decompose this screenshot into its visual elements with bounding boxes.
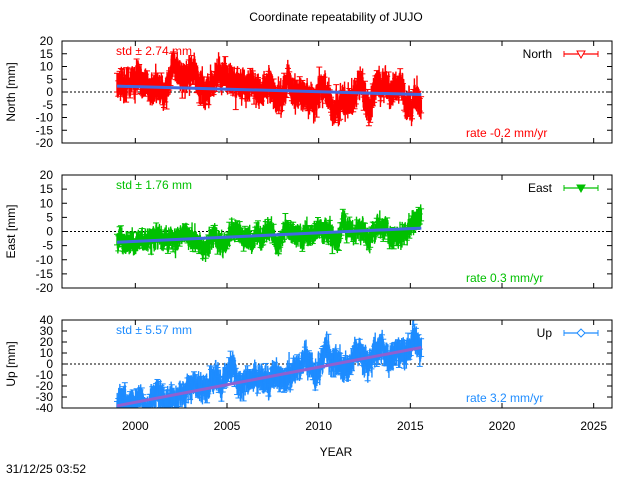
chart-title: Coordinate repeatability of JUJO (249, 10, 422, 24)
legend-label: North (523, 47, 552, 61)
x-tick-label: 2025 (580, 419, 607, 433)
legend-label: East (528, 181, 553, 195)
legend: East (528, 181, 598, 195)
y-tick-label: -15 (36, 267, 54, 281)
legend: North (523, 47, 598, 61)
std-label: std ± 1.76 mm (116, 178, 192, 192)
y-tick-label: 0 (46, 225, 53, 239)
y-axis-label: East [mm] (4, 204, 18, 258)
y-tick-label: 5 (46, 210, 53, 224)
data-points (114, 204, 424, 262)
y-tick-label: 15 (40, 182, 54, 196)
x-axis-label: YEAR (320, 445, 353, 459)
y-axis-label: North [mm] (4, 62, 18, 121)
rate-label: rate 0.3 mm/yr (466, 271, 543, 285)
y-tick-label: 10 (40, 196, 54, 210)
timestamp: 31/12/25 03:52 (6, 462, 86, 476)
y-tick-label: -20 (36, 136, 54, 150)
y-tick-label: -20 (36, 281, 54, 295)
std-label: std ± 2.74 mm (116, 44, 192, 58)
x-tick-label: 2005 (214, 419, 241, 433)
y-axis-label: Up [mm] (4, 341, 18, 386)
y-tick-label: -10 (36, 253, 54, 267)
x-tick-label: 2010 (305, 419, 332, 433)
x-tick-label: 2000 (122, 419, 149, 433)
y-tick-label: -40 (36, 401, 54, 415)
rate-label: rate -0.2 mm/yr (466, 126, 547, 140)
y-tick-label: -5 (42, 239, 53, 253)
x-tick-label: 2015 (397, 419, 424, 433)
x-tick-label: 2020 (489, 419, 516, 433)
y-tick-label: 20 (40, 168, 54, 182)
